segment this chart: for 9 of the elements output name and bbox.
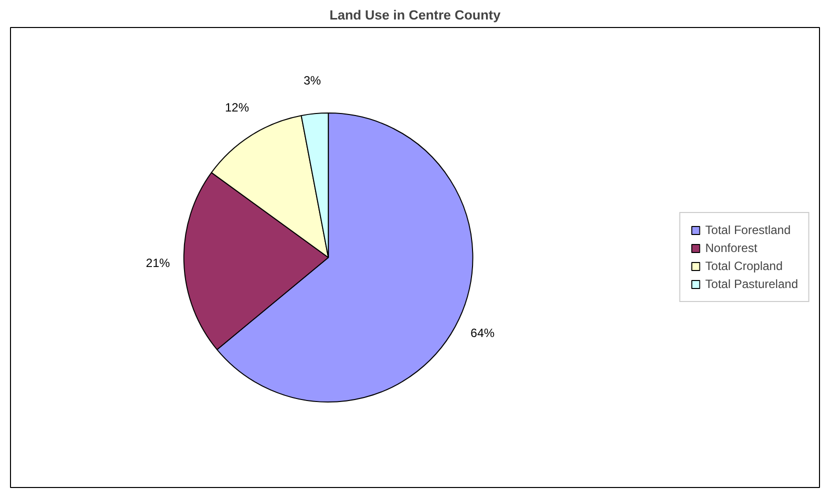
- legend-label: Total Cropland: [705, 259, 783, 273]
- chart-title: Land Use in Centre County: [329, 8, 502, 22]
- data-label: 64%: [470, 326, 495, 340]
- legend-label: Nonforest: [705, 241, 758, 255]
- legend-label: Total Forestland: [705, 223, 791, 237]
- legend-label: Total Pastureland: [705, 277, 798, 291]
- data-label: 3%: [304, 74, 322, 88]
- data-label: 12%: [224, 100, 250, 114]
- data-label: 21%: [146, 256, 170, 270]
